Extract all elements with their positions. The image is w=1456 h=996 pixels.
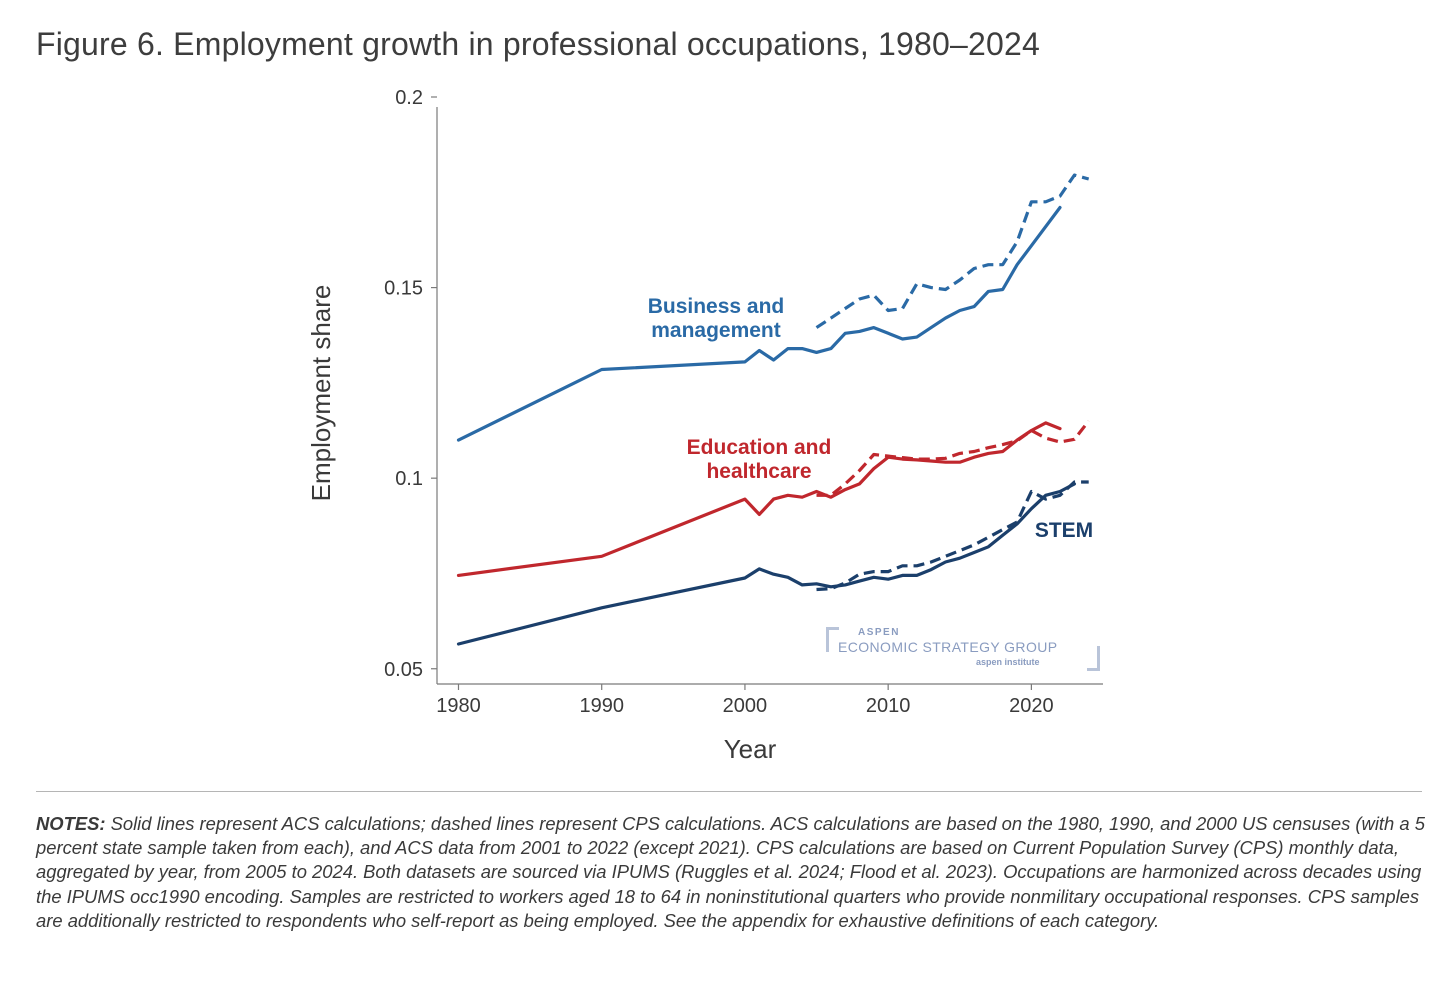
notes: NOTES: Solid lines represent ACS calcula… [36, 812, 1428, 933]
series-label-stem: STEM [1035, 519, 1093, 542]
series-label-line: Business and [648, 295, 785, 318]
series-label-business-and-management: Business and management [648, 295, 785, 342]
logo-bracket-right [1087, 646, 1100, 671]
aspen-esg-logo: ASPEN ECONOMIC STRATEGY GROUP aspen inst… [826, 627, 1102, 671]
chart-series [456, 173, 1090, 646]
notes-text: Solid lines represent ACS calculations; … [36, 813, 1425, 931]
x-tick-label: 2020 [1009, 695, 1054, 717]
x-tick-label: 1990 [579, 695, 624, 717]
x-tick-label: 1980 [436, 695, 481, 717]
x-axis-title: Year [724, 734, 777, 764]
series-label-line: Education and [687, 436, 832, 459]
line-chart: 0.05 0.1 0.15 0.2 1980 1990 2000 2010 2020 Year Em… [306, 87, 1103, 764]
series-line-cps-stem [816, 480, 1089, 592]
series-line-cps-education-and-healthcare [816, 420, 1090, 497]
series-line-acs-stem [456, 482, 1077, 646]
series-business-and-management [456, 173, 1090, 442]
y-tick-label: 0.1 [395, 468, 423, 490]
series-education-and-healthcare [456, 420, 1090, 578]
logo-line-2: ECONOMIC STRATEGY GROUP [838, 639, 1058, 655]
chart-series-labels: Business and management Education and healt… [648, 295, 1093, 542]
series-label-line: STEM [1035, 519, 1093, 542]
series-label-line: management [651, 319, 781, 342]
series-line-cps-business-and-management [815, 173, 1090, 329]
logo-line-1: ASPEN [858, 627, 900, 638]
logo-bracket-left [826, 627, 839, 652]
series-label-line: healthcare [706, 460, 811, 483]
y-tick-label: 0.05 [384, 659, 423, 681]
notes-label: NOTES: [36, 813, 106, 834]
chart-axes: 0.05 0.1 0.15 0.2 1980 1990 2000 2010 2020 Year Em… [306, 87, 1103, 764]
figure-title: Figure 6. Employment growth in professio… [36, 26, 1041, 62]
series-stem [456, 480, 1089, 646]
series-label-education-and-healthcare: Education and healthcare [687, 436, 832, 483]
series-line-acs-business-and-management [456, 205, 1062, 442]
x-tick-label: 2000 [723, 695, 768, 717]
y-tick-label: 0.2 [395, 87, 423, 109]
x-tick-label: 2010 [866, 695, 911, 717]
y-axis-title: Employment share [306, 285, 336, 502]
logo-line-3: aspen institute [976, 657, 1040, 667]
notes-divider [36, 791, 1422, 792]
y-tick-label: 0.15 [384, 278, 423, 300]
